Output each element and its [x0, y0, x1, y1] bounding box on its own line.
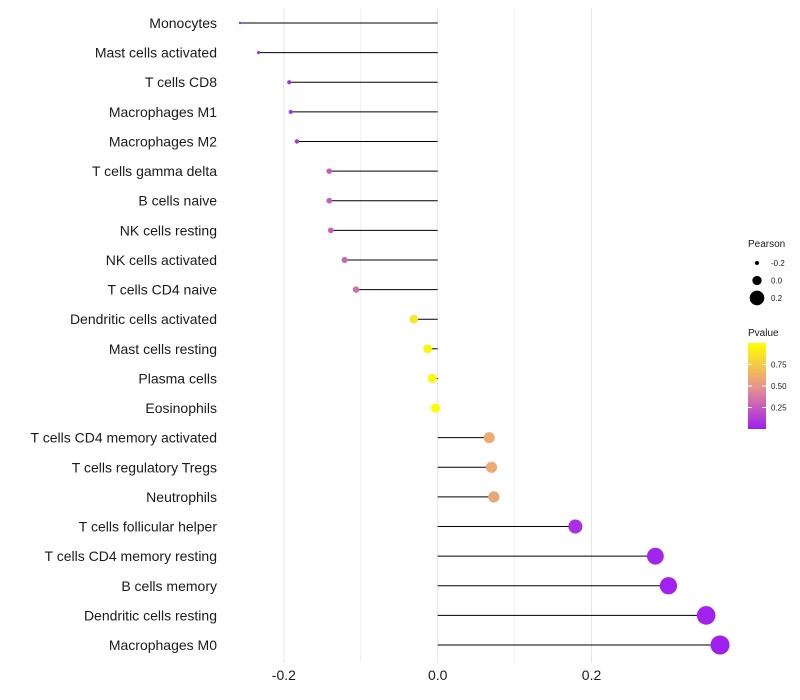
legend-size-title: Pearson: [748, 239, 785, 250]
colorbar-label: 0.75: [771, 361, 787, 370]
data-point: [341, 256, 348, 264]
data-point: [256, 51, 261, 55]
size-legend-point: [749, 290, 765, 306]
size-legend-label: 0.2: [771, 294, 783, 303]
color-legend-ticks: 0.75 0.50 0.25: [748, 361, 787, 413]
data-point: [409, 314, 419, 324]
data-point: [483, 432, 495, 444]
x-tick-label: -0.2: [272, 667, 296, 683]
category-label: B cells naive: [138, 193, 217, 209]
x-tick-label: 0.2: [582, 667, 602, 683]
category-label: T cells CD4 naive: [108, 282, 218, 298]
grid-lines: [283, 8, 593, 664]
category-label: Monocytes: [149, 15, 217, 31]
category-label: B cells memory: [121, 578, 217, 594]
category-label: NK cells activated: [106, 252, 217, 268]
category-label: Dendritic cells resting: [84, 607, 217, 623]
category-label: Macrophages M0: [109, 637, 217, 653]
data-point: [430, 403, 441, 413]
data-point: [659, 577, 678, 595]
data-point: [710, 635, 730, 655]
colorbar-label: 0.25: [771, 404, 787, 413]
data-point: [568, 519, 583, 534]
size-legend: -0.2 0.0 0.2: [749, 259, 785, 306]
category-label: Mast cells activated: [95, 45, 217, 61]
data-point: [287, 80, 292, 85]
category-label: Dendritic cells activated: [70, 311, 217, 327]
data-point: [327, 227, 334, 234]
size-legend-point: [752, 275, 762, 286]
data-point: [326, 197, 333, 204]
data-point: [488, 491, 500, 503]
category-label: T cells gamma delta: [92, 163, 217, 179]
data-point: [427, 373, 437, 384]
data-point: [485, 461, 498, 473]
data-point: [288, 109, 293, 114]
x-tick-label: 0.0: [428, 667, 448, 683]
category-label: T cells CD4 memory activated: [31, 430, 217, 446]
data-point: [238, 21, 242, 25]
category-label: T cells CD4 memory resting: [45, 548, 217, 564]
data-point: [696, 606, 716, 625]
category-label: Macrophages M2: [109, 133, 217, 149]
legend: Pearson -0.2 0.0 0.2 Pvalue 0.75 0.50 0.25: [748, 239, 787, 429]
data-point: [646, 547, 664, 565]
category-labels: Monocytes Mast cells activated T cells CD8…: [31, 15, 218, 653]
points: [238, 21, 730, 655]
size-legend-label: 0.0: [771, 277, 783, 286]
size-legend-point: [755, 261, 759, 265]
data-point: [423, 344, 433, 354]
category-label: Plasma cells: [138, 370, 217, 386]
pvalue-colorbar: [748, 343, 766, 429]
legend-color-title: Pvalue: [748, 328, 779, 339]
category-label: NK cells resting: [120, 222, 217, 238]
x-axis-tick-labels: -0.2 0.0 0.2: [272, 667, 602, 683]
stems: [240, 22, 720, 646]
data-point: [294, 139, 300, 144]
category-label: T cells follicular helper: [79, 519, 218, 535]
size-legend-label: -0.2: [771, 259, 785, 268]
category-label: T cells regulatory Tregs: [72, 459, 217, 475]
category-label: T cells CD8: [145, 74, 217, 90]
data-point: [326, 168, 333, 174]
category-label: Neutrophils: [146, 489, 217, 505]
category-label: Eosinophils: [145, 400, 217, 416]
data-point: [352, 286, 360, 293]
category-label: Mast cells resting: [109, 341, 217, 357]
category-label: Macrophages M1: [109, 104, 217, 120]
colorbar-label: 0.50: [771, 382, 787, 391]
